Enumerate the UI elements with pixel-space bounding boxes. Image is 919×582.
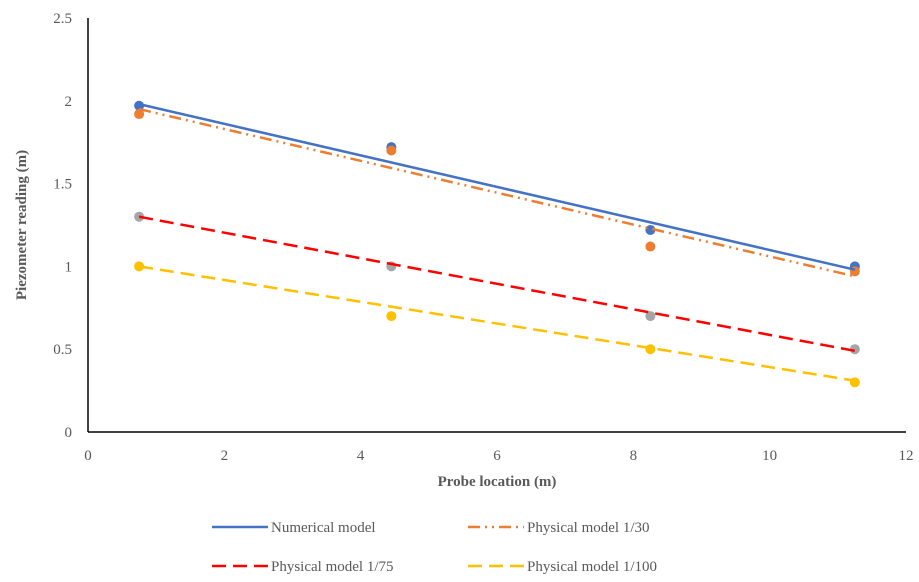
legend-label: Physical model 1/100 xyxy=(527,559,657,575)
y-axis-title: Piezometer reading (m) xyxy=(14,150,30,300)
x-tick-label: 6 xyxy=(493,448,501,464)
x-tick-label: 2 xyxy=(221,448,229,464)
x-axis-title: Probe location (m) xyxy=(438,474,557,490)
trendline xyxy=(138,102,856,271)
legend-label: Numerical model xyxy=(271,520,376,536)
data-point xyxy=(134,100,145,111)
x-tick-labels: 0 2 4 6 8 10 12 xyxy=(84,448,913,464)
legend: Numerical model Physical model 1/30 Physic… xyxy=(212,520,657,575)
data-point xyxy=(645,241,656,252)
trendline xyxy=(138,215,856,353)
x-tick-label: 0 xyxy=(84,448,92,464)
y-tick-label: 1.5 xyxy=(53,177,72,193)
y-tick-labels: 0 0.5 1 1.5 2 2.5 xyxy=(53,11,72,441)
x-tick-label: 4 xyxy=(357,448,365,464)
x-tick-label: 12 xyxy=(899,448,914,464)
legend-label: Physical model 1/75 xyxy=(271,559,394,575)
data-point xyxy=(134,109,145,120)
data-point xyxy=(849,344,860,355)
y-tick-label: 2.5 xyxy=(53,11,72,27)
y-tick-label: 0.5 xyxy=(53,342,72,358)
y-tick-label: 0 xyxy=(65,425,73,441)
data-point xyxy=(386,311,397,322)
y-tick-label: 2 xyxy=(65,94,73,110)
legend-label: Physical model 1/30 xyxy=(527,520,650,536)
trendline xyxy=(138,107,856,278)
x-tick-label: 8 xyxy=(630,448,638,464)
x-tick-label: 10 xyxy=(762,448,777,464)
data-point xyxy=(645,311,656,322)
data-point xyxy=(386,145,397,156)
data-point xyxy=(645,224,656,235)
y-tick-label: 1 xyxy=(65,259,73,275)
plot-area xyxy=(134,100,860,388)
data-point xyxy=(849,377,860,388)
trendline xyxy=(138,265,856,382)
